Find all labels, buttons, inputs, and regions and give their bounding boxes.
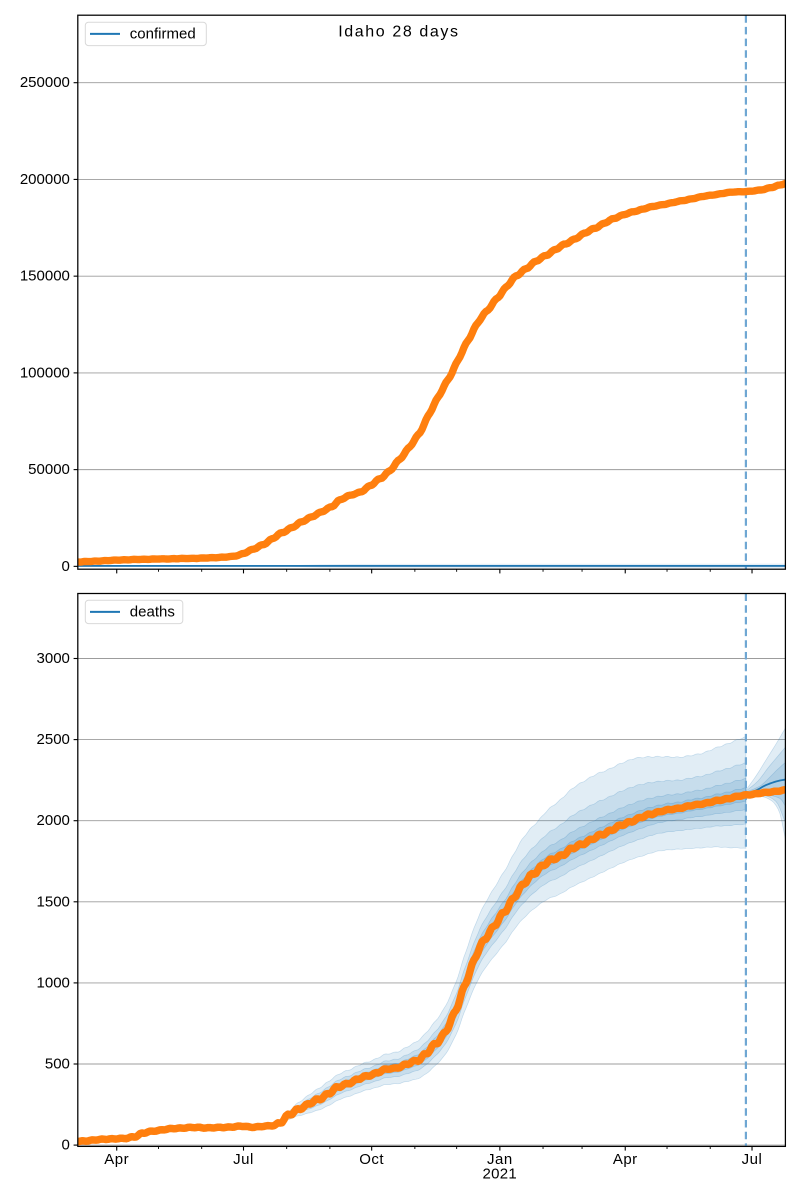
svg-text:1500: 1500 [37,893,70,910]
svg-text:3000: 3000 [37,650,70,667]
svg-text:Idaho 28 days: Idaho 28 days [338,24,459,41]
svg-text:Oct: Oct [359,1151,384,1168]
svg-text:Apr: Apr [104,1151,129,1168]
svg-text:Jul: Jul [233,1151,254,1168]
svg-text:150000: 150000 [20,268,70,285]
svg-text:500: 500 [45,1056,70,1073]
svg-text:0: 0 [62,558,70,575]
svg-text:2000: 2000 [37,812,70,829]
svg-text:Jul: Jul [742,1151,763,1168]
svg-text:0: 0 [62,1137,70,1154]
svg-text:50000: 50000 [28,461,70,478]
svg-text:deaths: deaths [130,603,175,620]
svg-text:2500: 2500 [37,731,70,748]
svg-text:2021: 2021 [483,1165,518,1182]
svg-text:100000: 100000 [20,364,70,381]
svg-text:confirmed: confirmed [130,25,196,42]
svg-text:250000: 250000 [20,74,70,91]
svg-text:Jan: Jan [487,1151,513,1168]
svg-text:200000: 200000 [20,171,70,188]
svg-text:Apr: Apr [613,1151,638,1168]
svg-text:1000: 1000 [37,974,70,991]
